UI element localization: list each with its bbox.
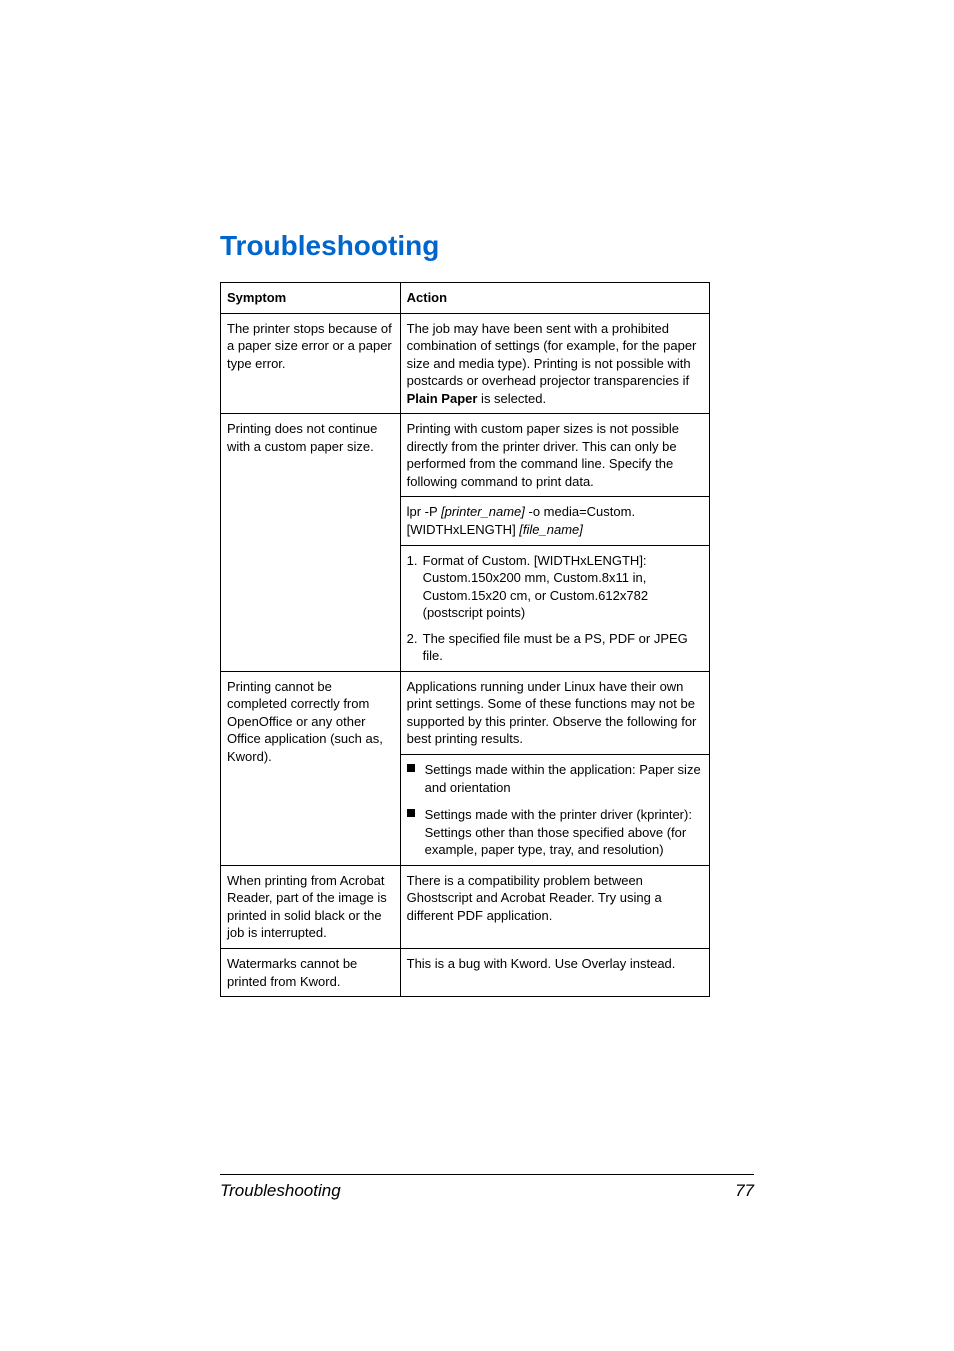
table-row: Watermarks cannot be printed from Kword.…	[221, 948, 710, 996]
action-text: The job may have been sent with a prohib…	[407, 321, 697, 389]
list-number: 2.	[407, 630, 418, 648]
action-bold: Plain Paper	[407, 391, 478, 406]
page-footer: Troubleshooting 77	[220, 1174, 754, 1201]
action-cell: This is a bug with Kword. Use Overlay in…	[400, 948, 709, 996]
troubleshooting-table: Symptom Action The printer stops because…	[220, 282, 710, 997]
square-bullet-icon	[407, 764, 415, 772]
footer-page-number: 77	[735, 1181, 754, 1201]
symptom-cell: When printing from Acrobat Reader, part …	[221, 865, 401, 948]
square-bullet-icon	[407, 809, 415, 817]
symptom-cell: The printer stops because of a paper siz…	[221, 313, 401, 414]
action-text: Printing with custom paper sizes is not …	[407, 420, 703, 490]
action-cell: Settings made within the application: Pa…	[400, 755, 709, 866]
page-title: Troubleshooting	[220, 230, 754, 262]
list-text: Settings made with the printer driver (k…	[425, 807, 692, 857]
action-text: is selected.	[477, 391, 546, 406]
footer-label: Troubleshooting	[220, 1181, 341, 1201]
bullet-list: Settings made within the application: Pa…	[407, 761, 703, 859]
symptom-cell: Printing does not continue with a custom…	[221, 414, 401, 672]
action-cell: lpr -P [printer_name] -o media=Custom. […	[400, 497, 709, 545]
list-text: Format of Custom. [WIDTHxLENGTH]: Custom…	[423, 553, 648, 621]
action-text: Applications running under Linux have th…	[407, 678, 703, 748]
list-item: 2.The specified file must be a PS, PDF o…	[423, 630, 703, 665]
list-text: The specified file must be a PS, PDF or …	[423, 631, 688, 664]
footer-row: Troubleshooting 77	[220, 1181, 754, 1201]
action-cell: Applications running under Linux have th…	[400, 671, 709, 754]
action-cell: Printing with custom paper sizes is not …	[400, 414, 709, 497]
table-header-row: Symptom Action	[221, 283, 710, 314]
table-row: Printing does not continue with a custom…	[221, 414, 710, 497]
list-text: Settings made within the application: Pa…	[425, 762, 701, 795]
list-item: Settings made within the application: Pa…	[425, 761, 703, 796]
list-item: 1.Format of Custom. [WIDTHxLENGTH]: Cust…	[423, 552, 703, 622]
table-row: Printing cannot be completed correctly f…	[221, 671, 710, 754]
footer-divider	[220, 1174, 754, 1175]
cmd-italic: [file_name]	[519, 522, 583, 537]
header-action: Action	[400, 283, 709, 314]
action-cell: The job may have been sent with a prohib…	[400, 313, 709, 414]
action-cell: There is a compatibility problem between…	[400, 865, 709, 948]
header-symptom: Symptom	[221, 283, 401, 314]
list-item: Settings made with the printer driver (k…	[425, 806, 703, 859]
cmd-italic: [printer_name]	[441, 504, 528, 519]
symptom-cell: Watermarks cannot be printed from Kword.	[221, 948, 401, 996]
list-number: 1.	[407, 552, 418, 570]
symptom-cell: Printing cannot be completed correctly f…	[221, 671, 401, 865]
table-row: The printer stops because of a paper siz…	[221, 313, 710, 414]
cmd-text: lpr -P	[407, 504, 441, 519]
table-row: When printing from Acrobat Reader, part …	[221, 865, 710, 948]
action-cell: 1. Format of Custom. [WIDTHxLENGTH]: Cust…	[400, 545, 709, 671]
numbered-list: 1. Format of Custom. [WIDTHxLENGTH]: Cust…	[407, 552, 703, 665]
